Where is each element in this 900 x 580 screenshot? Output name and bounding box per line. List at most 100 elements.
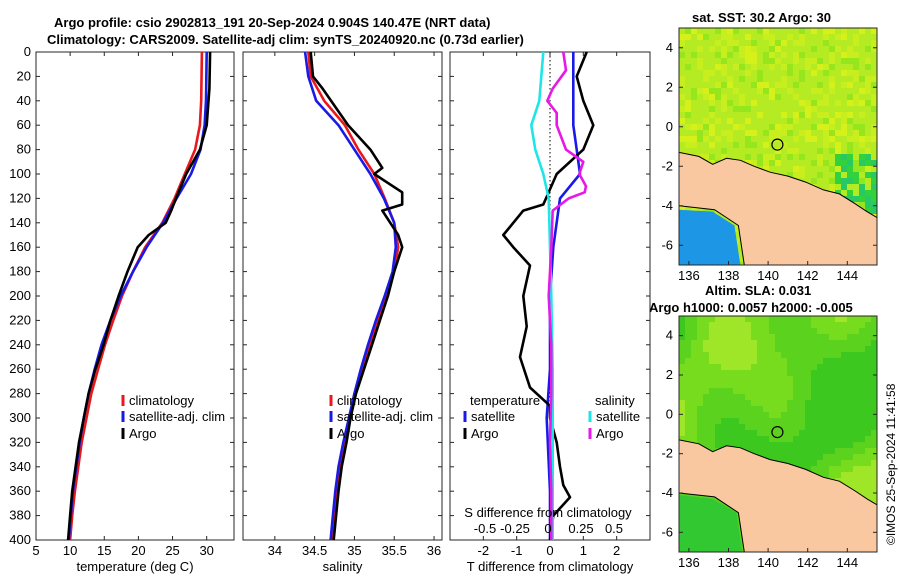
sst-map-cell [847,100,853,106]
sla-map-cell [871,496,877,502]
sst-map-cell [811,124,817,130]
sla-map-cell [799,418,805,424]
sst-map-cell [679,106,685,112]
sst-map-cell [763,124,769,130]
sla-map-cell [685,322,691,328]
sla-map-cell [733,418,739,424]
sla-map-cell [871,340,877,346]
sla-map-cell [841,412,847,418]
sst-map-cell [805,64,811,70]
sst-map-cell [709,118,715,124]
sst-map-cell [733,70,739,76]
sst-map-cell [691,76,697,82]
sla-map-cell [847,448,853,454]
sst-map-cell [871,34,877,40]
sst-map-cell [679,70,685,76]
y-tick-label: 0 [24,44,31,59]
sst-map-cell [691,106,697,112]
sst-map-cell [817,64,823,70]
sst-map-cell [817,154,823,160]
sst-map-cell [829,184,835,190]
sst-map-cell [847,76,853,82]
sla-map-cell [775,316,781,322]
sst-map-cell [829,76,835,82]
sla-map-cell [751,382,757,388]
sla-map-cell [745,382,751,388]
sla-map-cell [775,406,781,412]
sst-map-cell [841,160,847,166]
sst-map-cell [745,28,751,34]
sst-map-cell [691,112,697,118]
sst-map-cell [757,46,763,52]
sst-map-cell [811,166,817,172]
sst-map-cell [853,148,859,154]
sst-map-cell [733,124,739,130]
sla-map-cell [751,352,757,358]
sst-map-cell [721,124,727,130]
sst-map-cell [835,130,841,136]
sst-map-cell [859,166,865,172]
sla-map-cell [793,436,799,442]
sla-map-cell [757,334,763,340]
y-tick-label: 340 [9,459,31,474]
sla-map-cell [865,340,871,346]
sst-map-cell [787,136,793,142]
sla-map-cell [799,352,805,358]
sst-map-cell [805,172,811,178]
sst-map-cell [859,106,865,112]
sst-map-cell [679,28,685,34]
sla-map-cell [829,328,835,334]
sst-map-cell [745,160,751,166]
sst-map-cell [757,148,763,154]
sla-map-cell [739,394,745,400]
sst-map-cell [847,88,853,94]
sst-map-cell [829,112,835,118]
sla-map-cell [847,316,853,322]
sst-map-cell [817,46,823,52]
sla-map-cell [745,376,751,382]
sla-map-cell [703,376,709,382]
sla-map-cell [739,352,745,358]
sla-map-cell [793,424,799,430]
sla-map-cell [799,322,805,328]
sla-map-cell [799,370,805,376]
sla-map-cell [757,436,763,442]
sst-map-cell [841,46,847,52]
sst-map-cell [847,136,853,142]
sla-map-cell [817,376,823,382]
sst-map-cell [781,166,787,172]
sla-map-cell [775,370,781,376]
sla-map-cell [793,316,799,322]
sla-map-cell [733,442,739,448]
sst-map-cell [781,94,787,100]
sla-map-cell [745,358,751,364]
sla-map-cell [769,382,775,388]
sst-map-cell [817,184,823,190]
sla-map-cell [835,334,841,340]
sla-map-cell [847,460,853,466]
sla-map-cell [721,358,727,364]
sst-map-cell [823,136,829,142]
sst-map-cell [781,106,787,112]
sla-map-cell [859,382,865,388]
sla-map-cell [799,442,805,448]
sla-map-cell [829,340,835,346]
sst-map-cell [787,172,793,178]
sla-map-cell [715,334,721,340]
sla-map-cell [721,364,727,370]
sst-map-cell [751,142,757,148]
sst-map-cell [793,124,799,130]
sla-map-cell [781,340,787,346]
sst-map-cell [865,190,871,196]
sst-map-cell [697,82,703,88]
sst-map-cell [799,124,805,130]
sla-map-cell [709,442,715,448]
sla-map-cell [823,472,829,478]
sst-map-cell [727,58,733,64]
sla-map-cell [847,454,853,460]
sla-map-cell [697,334,703,340]
sla-map-cell [703,430,709,436]
sla-map-cell [859,328,865,334]
sla-map-cell [715,436,721,442]
sla-map-cell [733,328,739,334]
